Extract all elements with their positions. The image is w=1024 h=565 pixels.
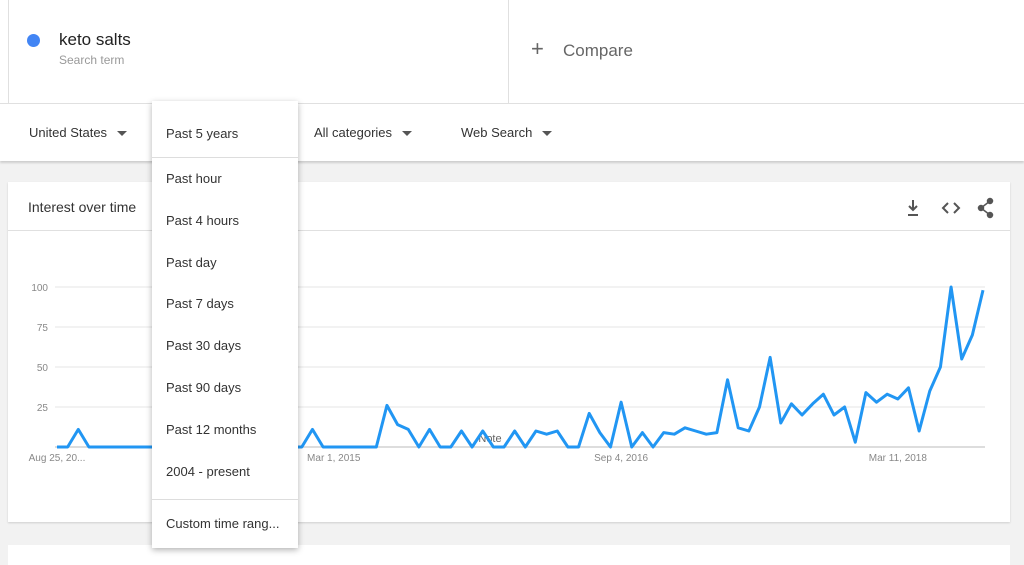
y-tick-label: 50 (37, 363, 49, 374)
menu-selected[interactable]: Past 5 years (166, 126, 239, 141)
term-dot (27, 34, 40, 47)
menu-option[interactable]: Past 30 days (166, 338, 242, 354)
menu-divider (152, 499, 298, 500)
embed-icon[interactable] (941, 202, 961, 214)
term-card[interactable]: keto salts Search term (8, 0, 509, 103)
annotation: Note (478, 433, 501, 445)
filter-label: Web Search (461, 125, 533, 140)
menu-option[interactable]: Past 7 days (166, 296, 234, 312)
filter-label: United States (29, 125, 108, 140)
card-divider (8, 230, 1010, 231)
x-tick-label: Mar 11, 2018 (869, 453, 928, 464)
x-tick-label: Aug 25, 20... (29, 453, 86, 464)
menu-option[interactable]: Past hour (166, 171, 222, 186)
share-icon[interactable] (977, 197, 994, 219)
menu-option[interactable]: 2004 - present (166, 463, 250, 479)
x-tick-label: Mar 1, 2015 (307, 453, 361, 464)
term-type: Search term (59, 53, 125, 67)
menu-custom[interactable]: Custom time rang... (166, 516, 280, 531)
filter[interactable]: All categories (314, 125, 413, 140)
search-area (0, 0, 1024, 103)
card-title: Interest over time (28, 199, 137, 215)
filter-label: All categories (314, 125, 393, 140)
plus-icon[interactable]: + (531, 36, 544, 61)
menu-option[interactable]: Past 90 days (166, 380, 242, 395)
menu-option[interactable]: Past day (166, 254, 217, 270)
download-icon[interactable] (908, 200, 918, 216)
menu-option[interactable]: Past 12 months (166, 421, 257, 437)
x-tick-label: Sep 4, 2016 (594, 453, 648, 464)
y-tick-label: 75 (37, 323, 49, 334)
filter[interactable]: Web Search (461, 125, 553, 140)
time-menu: Past 5 years Past hour Past 4 hours Past d… (152, 101, 298, 548)
y-tick-label: 100 (31, 283, 48, 294)
filter[interactable]: United States (29, 125, 128, 140)
card-icons (908, 197, 994, 219)
y-tick-label: 25 (37, 403, 49, 414)
term: keto salts (59, 30, 131, 49)
menu-option[interactable]: Past 4 hours (166, 212, 239, 228)
compare[interactable]: Compare (563, 41, 633, 60)
menu-divider (152, 157, 298, 158)
